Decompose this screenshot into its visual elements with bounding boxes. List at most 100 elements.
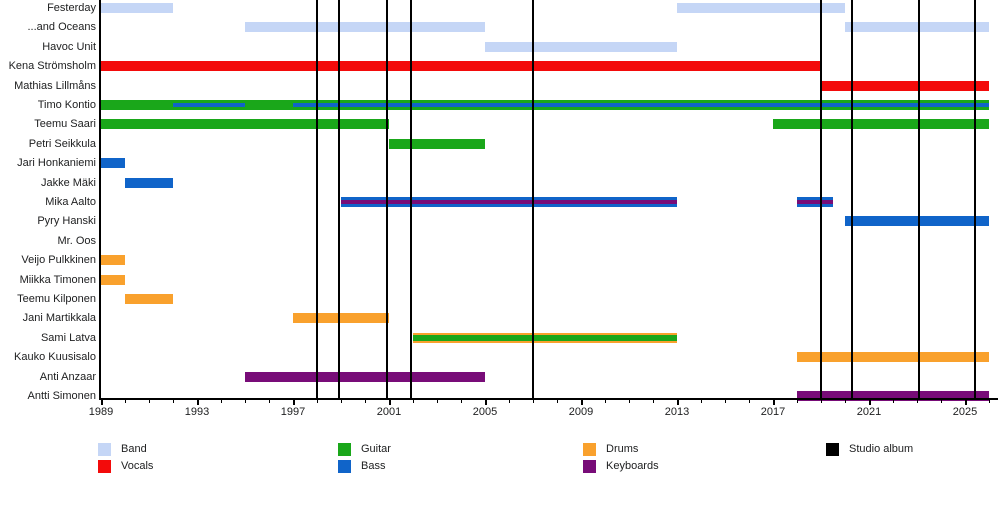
minor-tick bbox=[365, 400, 366, 403]
minor-tick bbox=[221, 400, 222, 403]
member-label: Mr. Oos bbox=[57, 234, 96, 247]
legend-swatch-drums bbox=[583, 443, 596, 456]
member-label: Pyry Hanski bbox=[37, 215, 96, 228]
timeline-bar-bass bbox=[101, 158, 125, 169]
timeline-bar-band bbox=[677, 3, 845, 13]
member-label: Teemu Saari bbox=[34, 118, 96, 131]
x-axis-line bbox=[100, 398, 998, 400]
legend-swatch-album bbox=[826, 443, 839, 456]
timeline-bar-band bbox=[245, 22, 485, 33]
minor-tick bbox=[437, 400, 438, 403]
minor-tick bbox=[701, 400, 702, 403]
studio-album-line bbox=[409, 0, 412, 398]
x-tick-label: 2021 bbox=[856, 406, 882, 418]
studio-album-line bbox=[973, 0, 976, 398]
major-tick bbox=[196, 400, 199, 405]
minor-tick bbox=[509, 400, 510, 403]
legend-label-bass: Bass bbox=[361, 460, 386, 472]
minor-tick bbox=[845, 400, 846, 403]
minor-tick bbox=[269, 400, 270, 403]
x-tick-label: 2001 bbox=[376, 406, 402, 418]
minor-tick bbox=[125, 400, 126, 403]
timeline-bar-band bbox=[845, 22, 989, 33]
minor-tick bbox=[317, 400, 318, 403]
legend: Band Vocals Guitar Bass Drums Keyboards Studio… bbox=[0, 430, 1000, 520]
minor-tick bbox=[821, 400, 822, 403]
minor-tick bbox=[797, 400, 798, 403]
member-label: Mika Aalto bbox=[45, 196, 96, 208]
studio-album-line bbox=[532, 0, 534, 398]
timeline-bar-bass bbox=[845, 216, 989, 227]
legend-swatch-band bbox=[98, 443, 111, 456]
x-tick-label: 2009 bbox=[568, 406, 594, 418]
timeline-stripe-keyboards bbox=[797, 200, 833, 204]
studio-album-line bbox=[820, 0, 822, 398]
legend-label-vocals: Vocals bbox=[121, 460, 154, 472]
member-label: Mathias Lillmåns bbox=[14, 79, 96, 92]
x-tick-label: 1997 bbox=[280, 406, 306, 418]
member-label: Petri Seikkula bbox=[28, 137, 96, 150]
member-label: Antti Simonen bbox=[27, 390, 96, 402]
studio-album-line bbox=[918, 0, 921, 398]
timeline-stripe-keyboards bbox=[341, 200, 677, 204]
minor-tick bbox=[149, 400, 150, 403]
x-tick-label: 2013 bbox=[664, 406, 690, 418]
minor-tick bbox=[413, 400, 414, 403]
minor-tick bbox=[245, 400, 246, 403]
legend-label-album: Studio album bbox=[849, 443, 914, 455]
timeline-bar-band bbox=[485, 41, 677, 52]
minor-tick bbox=[629, 400, 630, 403]
timeline-bar-vocals bbox=[101, 61, 821, 72]
x-tick-label: 2005 bbox=[472, 406, 498, 418]
major-tick bbox=[388, 400, 391, 405]
member-label: Anti Anzaar bbox=[39, 370, 96, 383]
studio-album-line bbox=[337, 0, 340, 398]
legend-label-keyboards: Keyboards bbox=[606, 460, 659, 472]
member-label: Timo Kontio bbox=[37, 99, 96, 111]
minor-tick bbox=[725, 400, 726, 403]
member-label: Jani Martikkala bbox=[22, 312, 96, 325]
legend-label-drums: Drums bbox=[606, 443, 639, 455]
minor-tick bbox=[557, 400, 558, 403]
member-label: Jakke Mäki bbox=[40, 176, 96, 189]
major-tick bbox=[100, 400, 103, 405]
timeline-bar-drums bbox=[101, 255, 125, 266]
minor-tick bbox=[917, 400, 918, 403]
timeline-bar-keyboards bbox=[245, 371, 485, 382]
minor-tick bbox=[341, 400, 342, 403]
minor-tick bbox=[941, 400, 942, 403]
member-label: Veijo Pulkkinen bbox=[21, 254, 96, 267]
x-tick-label: 2017 bbox=[760, 406, 786, 418]
timeline-bar-drums bbox=[293, 313, 389, 324]
legend-label-band: Band bbox=[121, 443, 147, 455]
x-tick-label: 2025 bbox=[952, 406, 978, 418]
major-tick bbox=[484, 400, 487, 405]
x-tick-label: 1989 bbox=[88, 406, 114, 418]
minor-tick bbox=[173, 400, 174, 403]
legend-swatch-keyboards bbox=[583, 460, 596, 473]
member-label: Jari Honkaniemi bbox=[17, 157, 96, 170]
major-tick bbox=[676, 400, 679, 405]
member-label: Kauko Kuusisalo bbox=[14, 351, 96, 364]
major-tick bbox=[772, 400, 775, 405]
timeline-bar-keyboards bbox=[797, 391, 989, 401]
timeline-bar-band bbox=[101, 3, 173, 13]
minor-tick bbox=[605, 400, 606, 403]
minor-tick bbox=[893, 400, 894, 403]
minor-tick bbox=[989, 400, 990, 403]
legend-swatch-guitar bbox=[338, 443, 351, 456]
timeline-bar-vocals bbox=[821, 80, 989, 91]
member-label: Sami Latva bbox=[40, 331, 96, 344]
legend-label-guitar: Guitar bbox=[361, 443, 391, 455]
legend-swatch-vocals bbox=[98, 460, 111, 473]
timeline-bar-guitar bbox=[389, 138, 485, 149]
timeline-bar-drums bbox=[797, 352, 989, 363]
timeline-bar-guitar bbox=[773, 119, 989, 130]
timeline-stripe-bass bbox=[293, 103, 989, 107]
minor-tick bbox=[461, 400, 462, 403]
plot-area: Festerday ...and Oceans Havoc Unit Kena Str… bbox=[9, 0, 998, 418]
timeline-bar-drums bbox=[101, 274, 125, 285]
y-axis-line bbox=[99, 0, 101, 400]
minor-tick bbox=[653, 400, 654, 403]
